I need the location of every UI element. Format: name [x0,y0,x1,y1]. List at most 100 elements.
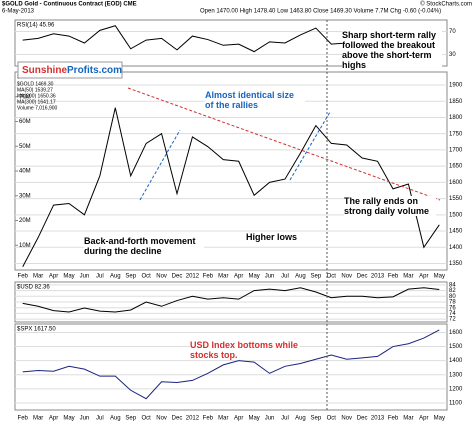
x-tick-label: Sep [311,274,322,280]
y-tick-label: 1500 [449,344,463,350]
x-tick-label: Oct [327,416,337,422]
panel-label: $SPX 1617.50 [17,327,56,333]
y2-tick-label: 40M [19,169,31,175]
x-tick-label: Feb [18,274,29,280]
x-tick-label: May [248,274,259,280]
x-tick-label: Feb [203,274,214,280]
x-tick-label: 2012 [186,274,200,280]
legend-entry: MA(200) 1650.36 [17,93,56,99]
annotation: Back-and-forth movement during the decli… [84,236,204,256]
y-tick-label: 1350 [449,261,463,267]
x-tick-label: Nov [341,416,352,422]
x-tick-label: Apr [234,274,243,280]
price-line [22,107,440,267]
rally-line [139,129,181,201]
y2-tick-label: 30M [19,193,31,199]
x-tick-label: Jun [265,274,275,280]
x-tick-label: May [434,416,445,422]
x-tick-label: May [434,274,445,280]
y-tick-label: 1100 [449,401,463,407]
x-tick-label: Jun [80,416,90,422]
x-tick-label: Apr [419,416,428,422]
x-tick-label: May [63,416,74,422]
x-tick-label: Nov [341,274,352,280]
y-tick-label: 1400 [449,358,463,364]
y-tick-label: 74 [449,311,456,317]
y-tick-label: 1650 [449,164,463,170]
y2-tick-label: 50M [19,144,31,150]
x-tick-label: Mar [403,274,413,280]
x-tick-label: Aug [295,416,306,422]
y-tick-label: 1500 [449,212,463,218]
panel-label: $USD 82.36 [17,285,50,291]
y-tick-label: 1900 [449,83,463,89]
x-tick-label: May [248,416,259,422]
x-tick-label: Jun [265,416,275,422]
annotation: USD Index bottoms while stocks top. [190,340,300,360]
trend-line [127,87,441,201]
y-tick-label: 82 [449,288,456,294]
x-tick-label: Sep [125,416,136,422]
y-tick-label: 1750 [449,131,463,137]
logo: SunshineProfits.com [22,65,122,76]
y2-tick-label: 10M [19,243,31,249]
x-tick-label: Dec [357,416,368,422]
x-tick-label: Apr [49,274,58,280]
header-title: $GOLD Gold - Continuous Contract (EOD) C… [2,2,137,8]
annotation: Almost identical size of the rallies [205,90,305,110]
annotation: Higher lows [246,232,306,242]
x-tick-label: Sep [125,274,136,280]
x-tick-label: Feb [388,416,399,422]
x-tick-label: Apr [49,416,58,422]
x-tick-label: Mar [33,416,43,422]
x-tick-label: Jul [96,416,104,422]
y-tick-label: 1400 [449,245,463,251]
y-tick-label: 1200 [449,386,463,392]
x-tick-label: Dec [172,274,183,280]
x-tick-label: Jun [80,274,90,280]
x-tick-label: Dec [357,274,368,280]
annotation: Sharp short-term rally followed the brea… [342,30,442,70]
y-tick-label: 78 [449,300,456,306]
header-date: 6-May-2013 [2,9,35,15]
y-tick-label: 1550 [449,196,463,202]
legend-entry: MA(50) 1539.27 [17,87,53,93]
legend-entry: Volume 7,016,900 [17,105,58,111]
x-tick-label: Nov [156,274,167,280]
legend-entry: MA(300) 1641.17 [17,99,56,105]
y-tick-label: 1300 [449,372,463,378]
price-line [22,329,440,400]
y-tick-label: 1450 [449,229,463,235]
y-tick-label: 30 [449,52,456,58]
x-tick-label: Apr [419,274,428,280]
header-credit: © StockCharts.com [420,1,472,8]
x-tick-label: Oct [327,274,337,280]
y-tick-label: 1850 [449,99,463,105]
panel-label: RSI(14) 45.96 [17,23,55,29]
x-tick-label: Sep [311,416,322,422]
y2-tick-label: 70M [19,94,31,100]
x-tick-label: Apr [234,416,243,422]
header-quote: Open 1470.00 High 1478.40 Low 1463.80 Cl… [200,9,441,15]
x-tick-label: Jul [281,416,289,422]
x-tick-label: 2012 [186,416,200,422]
panel [14,323,448,411]
x-tick-label: Jul [281,274,289,280]
x-tick-label: Dec [172,416,183,422]
x-tick-label: Jul [96,274,104,280]
x-tick-label: Nov [156,416,167,422]
x-tick-label: Aug [295,274,306,280]
x-tick-label: Feb [203,416,214,422]
x-tick-label: Mar [218,416,228,422]
y-tick-label: 76 [449,305,456,311]
x-tick-label: Feb [18,416,29,422]
x-tick-label: 2013 [371,416,385,422]
x-tick-label: Mar [403,416,413,422]
y-tick-label: 1800 [449,115,463,121]
x-tick-label: Oct [141,416,151,422]
y-tick-label: 1600 [449,330,463,336]
x-tick-label: 2013 [371,274,385,280]
x-tick-label: Mar [33,274,43,280]
x-tick-label: Feb [388,274,399,280]
y-tick-label: 80 [449,294,456,300]
